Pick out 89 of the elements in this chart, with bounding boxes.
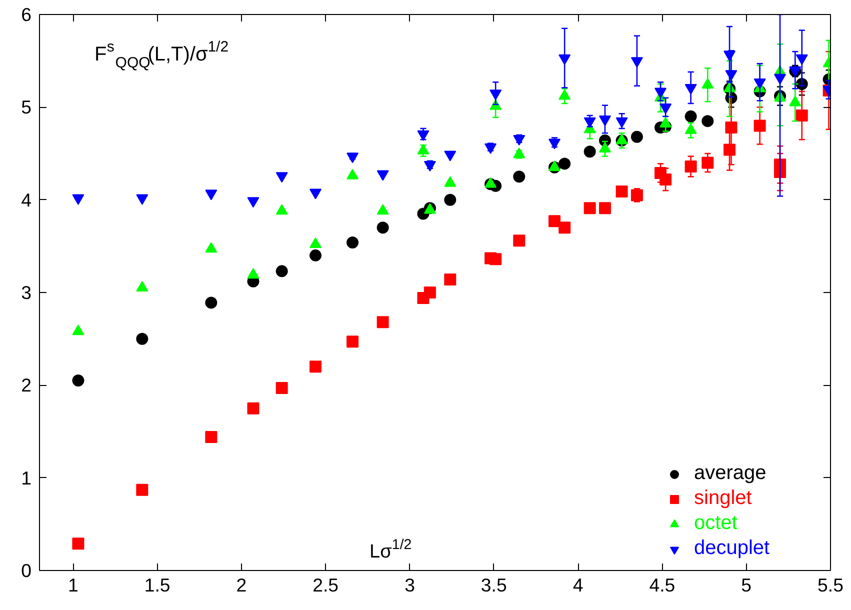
point	[484, 143, 497, 154]
point	[616, 117, 628, 128]
point	[346, 336, 359, 348]
point	[205, 431, 218, 444]
point	[654, 88, 667, 98]
point	[444, 194, 456, 206]
point	[346, 152, 359, 164]
x-tick-label: 2.5	[312, 574, 339, 596]
point	[247, 197, 260, 208]
x-tick-label: 2	[236, 574, 247, 596]
point	[796, 54, 808, 65]
y-tick-label: 4	[21, 189, 32, 210]
legend-label: average	[694, 462, 766, 485]
point	[684, 110, 697, 122]
point	[417, 130, 430, 141]
point	[754, 78, 766, 89]
point	[630, 130, 643, 143]
y-tick-label: 2	[21, 374, 32, 396]
x-tick-label: 5.5	[818, 574, 844, 596]
point	[558, 158, 571, 170]
point	[616, 185, 628, 198]
y-tick-label: 0	[21, 560, 32, 581]
point	[548, 138, 560, 150]
point	[725, 70, 738, 81]
y-tick-label: 1	[21, 467, 32, 488]
point	[136, 194, 148, 205]
point	[247, 402, 260, 414]
point	[725, 122, 738, 134]
point	[558, 222, 571, 234]
x-tick-label: 1	[68, 574, 78, 596]
point	[346, 236, 359, 248]
point	[376, 316, 389, 328]
point	[724, 144, 736, 156]
point	[424, 286, 436, 298]
point	[310, 188, 322, 200]
point	[548, 215, 560, 228]
point	[684, 160, 697, 172]
point	[310, 360, 322, 373]
x-tick-label: 5	[741, 574, 752, 596]
point	[724, 50, 736, 62]
point	[702, 156, 714, 169]
point	[276, 172, 288, 183]
point	[513, 135, 526, 146]
legend-label: singlet	[694, 487, 752, 510]
x-tick-label: 3	[404, 574, 415, 596]
x-tick-label: 4.5	[649, 574, 676, 596]
point	[796, 110, 808, 122]
point	[513, 234, 526, 247]
point	[376, 222, 389, 234]
point	[630, 189, 643, 202]
point	[754, 120, 766, 132]
point	[310, 249, 322, 262]
point	[584, 117, 596, 128]
legend-label: octet	[694, 512, 738, 535]
point	[376, 170, 389, 181]
legend-label: decuplet	[694, 537, 770, 560]
point	[490, 90, 502, 100]
point	[660, 173, 672, 186]
y-tick-label: 3	[21, 282, 32, 303]
y-tick-label: 6	[21, 4, 32, 25]
point	[513, 170, 526, 183]
point	[774, 74, 786, 84]
point	[584, 202, 596, 214]
point	[205, 296, 218, 309]
y-tick-label: 5	[21, 96, 32, 118]
point	[598, 116, 611, 126]
point	[684, 84, 697, 95]
point	[276, 382, 288, 394]
point	[424, 160, 436, 172]
point	[598, 202, 611, 214]
point	[490, 253, 502, 266]
point	[702, 115, 714, 128]
point	[72, 324, 84, 336]
point	[630, 57, 643, 68]
point	[444, 274, 456, 286]
point	[72, 194, 84, 205]
x-tick-label: 4	[572, 574, 584, 596]
point	[72, 538, 84, 550]
x-tick-label: 1.5	[144, 574, 170, 596]
point	[136, 484, 148, 496]
point	[660, 103, 672, 114]
point	[558, 54, 571, 65]
x-tick-label: 3.5	[480, 574, 507, 596]
point	[584, 146, 596, 158]
point	[72, 374, 84, 387]
point	[205, 190, 218, 200]
point	[276, 265, 288, 278]
point	[444, 150, 456, 162]
point	[136, 332, 148, 345]
